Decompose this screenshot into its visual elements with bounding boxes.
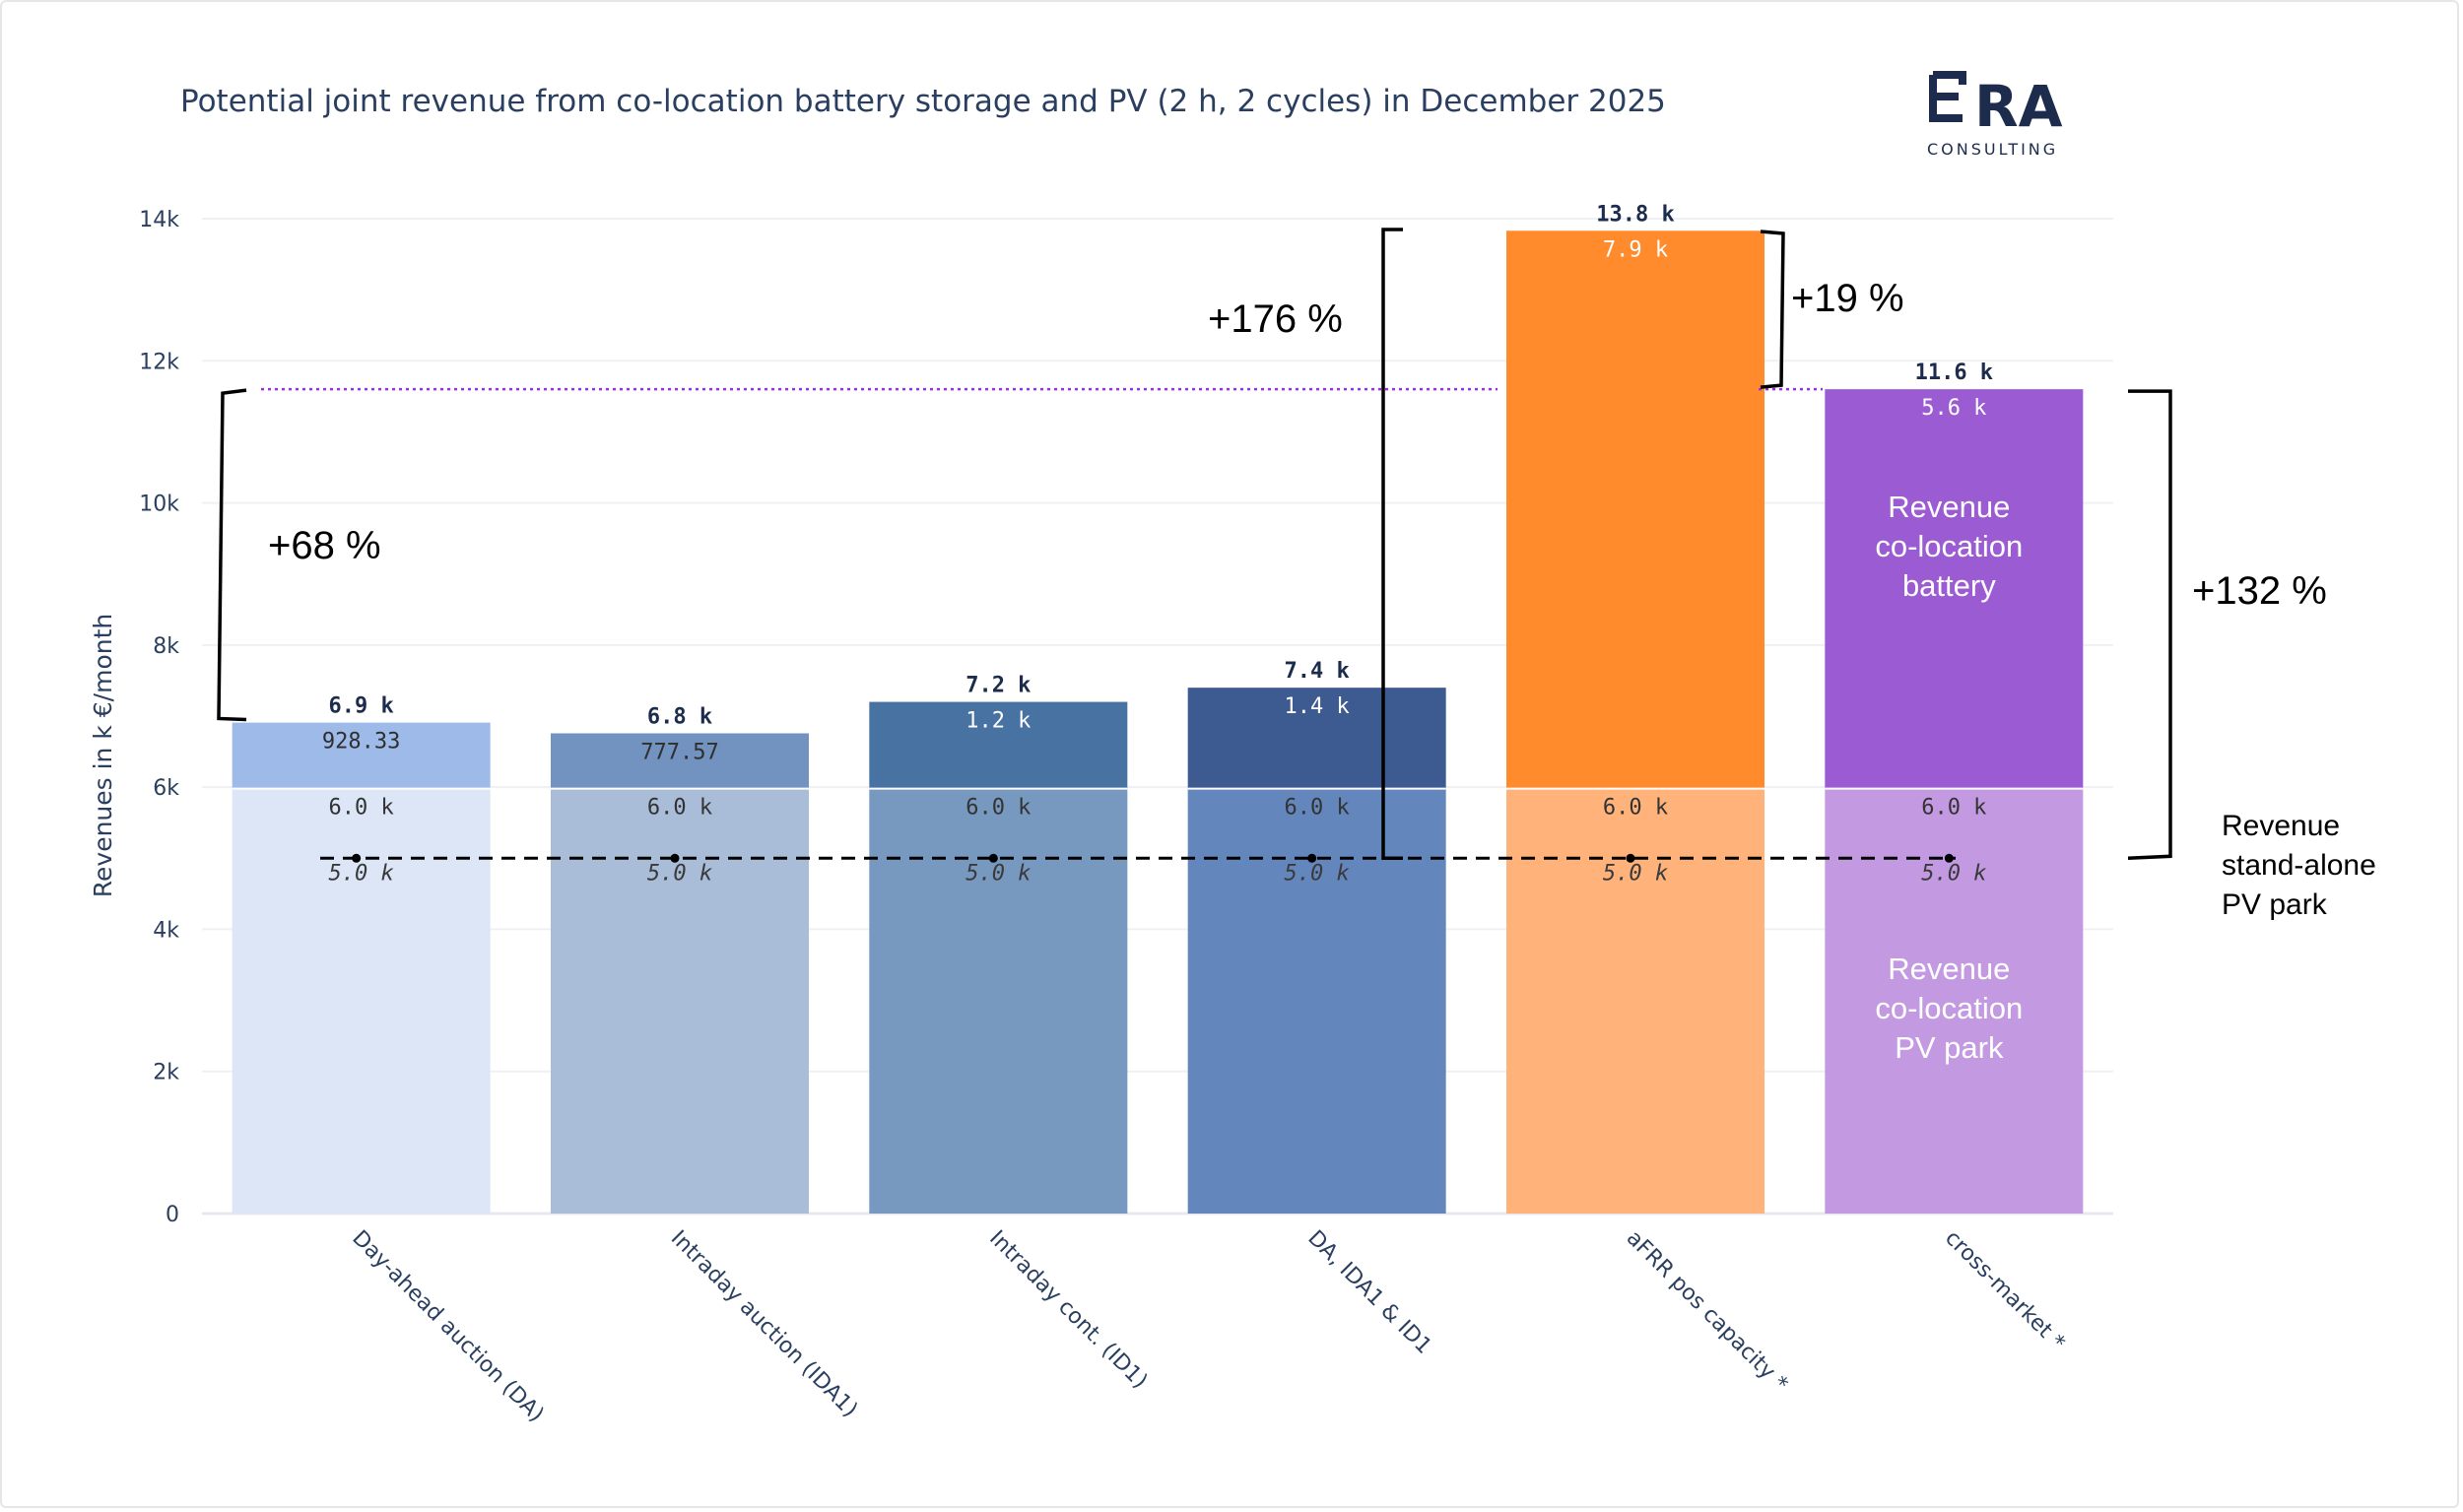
bar-battery-segment [869,701,1128,789]
reference-marker [988,853,998,863]
pv-label-line: co-location [1875,991,2023,1025]
reference-value-label: 5.0 k [647,861,712,886]
reference-marker [1944,853,1954,863]
bar-pv-segment [551,788,809,1214]
bar-battery-label: 777.57 [640,740,718,764]
bar-battery-segment [551,733,809,789]
bar-pv-segment [1187,788,1446,1214]
bar-total-label: 6.8 k [647,704,712,729]
y-tick-label: 4k [153,918,179,943]
bracket-cross-increase [2127,389,2172,861]
bar-total-label: 6.9 k [329,694,394,719]
pv-label-line: Revenue [1888,952,2010,986]
bar-battery-label: 928.33 [322,730,400,755]
reference-marker [670,853,680,863]
increase-afrr-vs-cross-label: +19 % [1791,277,1904,320]
bracket-da-increase [217,388,247,722]
bar-battery-segment [1506,230,1764,789]
standalone-pv-label-line: PV park [2222,888,2328,921]
x-axis-ticks: Day-ahead auction (DA) Intraday auction (… [347,1226,2069,1427]
pv-label-line: PV park [1895,1030,2004,1065]
standalone-pv-label-line: stand-alone [2222,849,2376,882]
x-tick-label: DA, IDA1 & ID1 [1302,1226,1435,1359]
bracket-afrr-vs-pv [1381,228,1403,861]
battery-label-line: battery [1902,568,1996,603]
bar-pv-label: 6.0 k [1921,796,1986,821]
gridlines [202,218,2113,1216]
bar-total-label: 11.6 k [1915,361,1993,385]
bar-pv-label: 6.0 k [1603,796,1668,821]
reference-marker [352,853,362,863]
bar-battery-segment [232,722,491,789]
bars [232,230,2084,1214]
era-logo-subtitle: CONSULTING [1927,140,2058,159]
bar-pv-label: 6.0 k [965,796,1031,821]
bar-battery-label: 5.6 k [1921,396,1986,421]
era-logo-e-mark [1929,71,1966,122]
x-tick-label: Day-ahead auction (DA) [347,1226,548,1427]
y-tick-label: 6k [153,776,179,801]
x-tick-label: Intraday auction (IDA1) [666,1226,862,1422]
x-tick-label: aFRR pos capacity * [1622,1226,1793,1398]
bar-pv-segment [232,788,491,1214]
increase-da-label: +68 % [268,524,381,567]
x-tick-label: cross-market * [1940,1226,2070,1356]
y-axis-ticks: 0 2k 4k 6k 8k 10k 12k 14k [139,208,179,1227]
bar-pv-segment [869,788,1128,1214]
increase-cross-label: +132 % [2192,569,2327,613]
era-logo: RA CONSULTING [1927,71,2063,159]
y-axis-label: Revenues in k €/month [89,614,117,897]
y-tick-label: 10k [139,493,179,517]
y-tick-label: 12k [139,350,179,374]
y-tick-label: 14k [139,208,179,232]
bar-battery-label: 7.9 k [1603,237,1668,262]
bar-battery-label: 1.2 k [965,709,1031,734]
y-tick-label: 8k [153,634,179,659]
bar-pv-label: 6.0 k [647,796,712,821]
reference-value-label: 5.0 k [965,861,1031,886]
reference-lines [261,387,1956,863]
reference-marker [1626,853,1635,863]
chart-title: Potential joint revenue from co-location… [180,84,1666,119]
x-tick-label: Intraday cont. (ID1) [984,1226,1152,1394]
standalone-pv-label-line: Revenue [2222,810,2340,842]
bar-pv-segment [1506,788,1764,1214]
y-tick-label: 2k [153,1061,179,1085]
bar-labels: 6.9 k 928.33 6.0 k 5.0 k 6.8 k 777.57 6.0 k 5.0… [322,202,1993,886]
reference-value-label: 5.0 k [1921,861,1986,886]
reference-marker [1307,853,1317,863]
y-tick-label: 0 [166,1203,179,1227]
bar-battery-segment [1187,688,1446,789]
annotations: +68 % +176 % +19 % +132 % Revenue stand-alone… [217,228,2376,1065]
era-logo-wordmark: RA [1974,73,2063,140]
bar-total-label: 7.2 k [965,674,1031,698]
reference-value-label: 5.0 k [329,861,394,886]
reference-value-label: 5.0 k [1603,861,1668,886]
bar-total-label: 13.8 k [1596,202,1674,227]
bar-battery-segment [1825,389,2084,789]
battery-label-line: Revenue [1888,490,2010,524]
bar-total-label: 7.4 k [1285,659,1350,684]
bar-pv-label: 6.0 k [329,796,394,821]
increase-afrr-vs-pv-label: +176 % [1208,297,1343,341]
bracket-afrr-vs-cross [1760,230,1785,389]
bar-battery-label: 1.4 k [1285,694,1350,719]
bar-pv-label: 6.0 k [1285,796,1350,821]
reference-value-label: 5.0 k [1285,861,1350,886]
battery-label-line: co-location [1875,529,2023,563]
